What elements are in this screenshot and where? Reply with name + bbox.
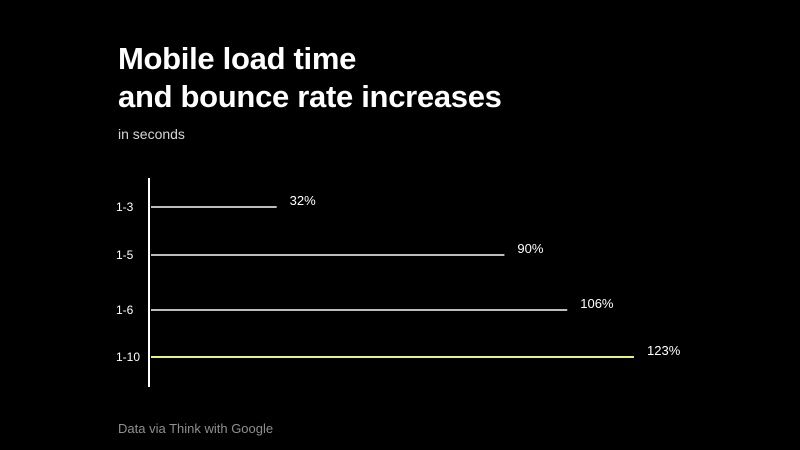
value-label: 106% xyxy=(580,296,614,311)
source-note: Data via Think with Google xyxy=(118,421,274,436)
category-label: 1-3 xyxy=(116,200,134,214)
value-label: 90% xyxy=(517,241,543,256)
value-label: 32% xyxy=(290,193,316,208)
category-label: 1-6 xyxy=(116,303,134,317)
chart-title-line-1: Mobile load time xyxy=(118,41,357,76)
bars-group: 1-3 32% 1-5 90% 1-6 106% 1-10 123% xyxy=(116,193,681,364)
category-label: 1-5 xyxy=(116,248,134,262)
value-label: 123% xyxy=(647,343,681,358)
chart-subtitle: in seconds xyxy=(118,126,185,142)
chart-title: Mobile load time and bounce rate increas… xyxy=(118,40,502,116)
category-label: 1-10 xyxy=(116,350,140,364)
chart-title-line-2: and bounce rate increases xyxy=(118,79,502,114)
